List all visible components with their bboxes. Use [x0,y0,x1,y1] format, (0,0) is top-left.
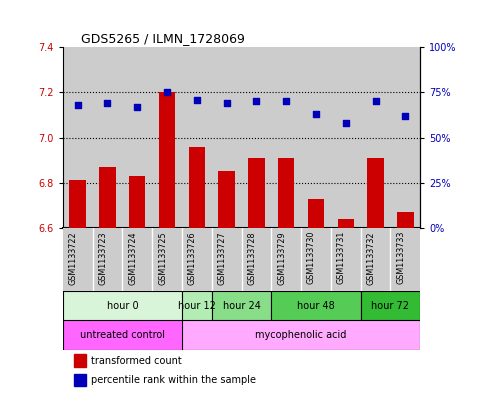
Text: GSM1133733: GSM1133733 [397,231,405,285]
Text: GSM1133731: GSM1133731 [337,231,346,285]
Text: mycophenolic acid: mycophenolic acid [256,330,347,340]
Text: GSM1133728: GSM1133728 [247,231,256,285]
Text: GSM1133729: GSM1133729 [277,231,286,285]
Bar [159,92,175,228]
Bar [63,228,93,291]
Text: GSM1133724: GSM1133724 [128,231,137,285]
Bar [122,47,152,228]
Bar [70,180,86,228]
Bar [278,158,294,228]
Text: percentile rank within the sample: percentile rank within the sample [91,375,256,385]
Point [104,100,112,107]
Text: transformed count: transformed count [91,356,182,366]
Point [133,104,141,110]
Bar [271,47,301,228]
Bar [152,47,182,228]
Bar [182,291,212,320]
Bar [390,47,420,228]
Bar [301,47,331,228]
Text: GDS5265 / ILMN_1728069: GDS5265 / ILMN_1728069 [81,31,244,44]
Bar [338,219,354,228]
Bar [152,228,182,291]
Bar [73,374,86,386]
Bar [242,228,271,291]
Bar [218,171,235,228]
Bar [397,212,413,228]
Bar [331,228,361,291]
Bar [63,320,182,350]
Text: GSM1133725: GSM1133725 [158,231,167,285]
Bar [271,291,361,320]
Bar [129,176,145,228]
Bar [93,47,122,228]
Point [163,89,171,95]
Bar [212,291,271,320]
Bar [242,47,271,228]
Bar [301,228,331,291]
Point [223,100,230,107]
Text: hour 0: hour 0 [107,301,138,310]
Bar [248,158,265,228]
Bar [368,158,384,228]
Bar [361,47,390,228]
Bar [390,228,420,291]
Bar [93,228,122,291]
Bar [63,47,93,228]
Point [282,98,290,105]
Bar [189,147,205,228]
Text: GSM1133723: GSM1133723 [99,231,108,285]
Text: GSM1133730: GSM1133730 [307,231,316,285]
Bar [182,320,420,350]
Text: hour 24: hour 24 [223,301,260,310]
Text: GSM1133726: GSM1133726 [188,231,197,285]
Point [372,98,380,105]
Bar [212,47,242,228]
Text: GSM1133722: GSM1133722 [69,231,78,285]
Point [401,113,409,119]
Bar [271,228,301,291]
Point [193,96,201,103]
Bar [212,228,242,291]
Bar [122,228,152,291]
Text: hour 12: hour 12 [178,301,216,310]
Text: hour 48: hour 48 [297,301,335,310]
Bar [63,291,182,320]
Point [312,111,320,117]
Bar [182,47,212,228]
Bar [99,167,115,228]
Bar [331,47,361,228]
Bar [73,354,86,367]
Point [74,102,82,108]
Text: untreated control: untreated control [80,330,165,340]
Bar [361,228,390,291]
Text: hour 72: hour 72 [371,301,410,310]
Text: GSM1133727: GSM1133727 [218,231,227,285]
Bar [361,291,420,320]
Bar [308,198,324,228]
Bar [182,228,212,291]
Point [253,98,260,105]
Text: GSM1133732: GSM1133732 [367,231,376,285]
Point [342,120,350,126]
